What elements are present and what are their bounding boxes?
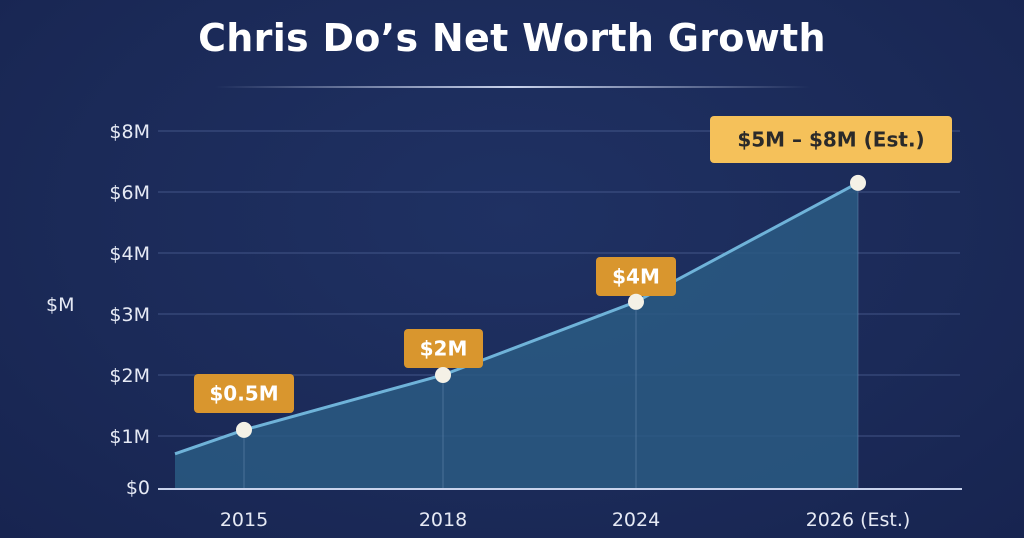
- data-point: [850, 174, 866, 191]
- data-label-box: [710, 116, 952, 163]
- x-tick-label: 2024: [612, 509, 660, 531]
- y-tick-label: $8M: [109, 121, 150, 143]
- y-tick-label: $0: [126, 477, 150, 499]
- chart-title: Chris Do’s Net Worth Growth: [198, 16, 826, 60]
- data-label-text: $2M: [420, 337, 468, 361]
- data-label: $4M: [596, 257, 676, 296]
- data-point: [435, 367, 451, 383]
- data-point: [236, 421, 252, 438]
- data-label: $2M: [404, 329, 483, 368]
- data-label-box: [194, 374, 294, 413]
- data-label: $5M – $8M (Est.): [710, 116, 952, 163]
- area-fill: [175, 182, 858, 489]
- y-axis-label: $M: [46, 294, 74, 316]
- data-label-box: [404, 329, 483, 368]
- x-tick-label: 2026 (Est.): [806, 509, 911, 531]
- y-tick-label: $1M: [109, 426, 150, 448]
- data-label-box: [596, 257, 676, 296]
- y-tick-label: $3M: [109, 304, 150, 326]
- y-tick-label: $4M: [109, 243, 150, 265]
- data-label-text: $4M: [612, 265, 660, 289]
- data-label: $0.5M: [194, 374, 294, 413]
- data-label-text: $0.5M: [209, 382, 278, 406]
- y-tick-label: $2M: [109, 365, 150, 387]
- x-tick-label: 2018: [419, 509, 467, 531]
- x-tick-label: 2015: [220, 509, 268, 531]
- y-tick-label: $6M: [109, 182, 150, 204]
- title-divider: [215, 86, 810, 88]
- data-label-text: $5M – $8M (Est.): [737, 128, 924, 152]
- data-point: [628, 293, 644, 310]
